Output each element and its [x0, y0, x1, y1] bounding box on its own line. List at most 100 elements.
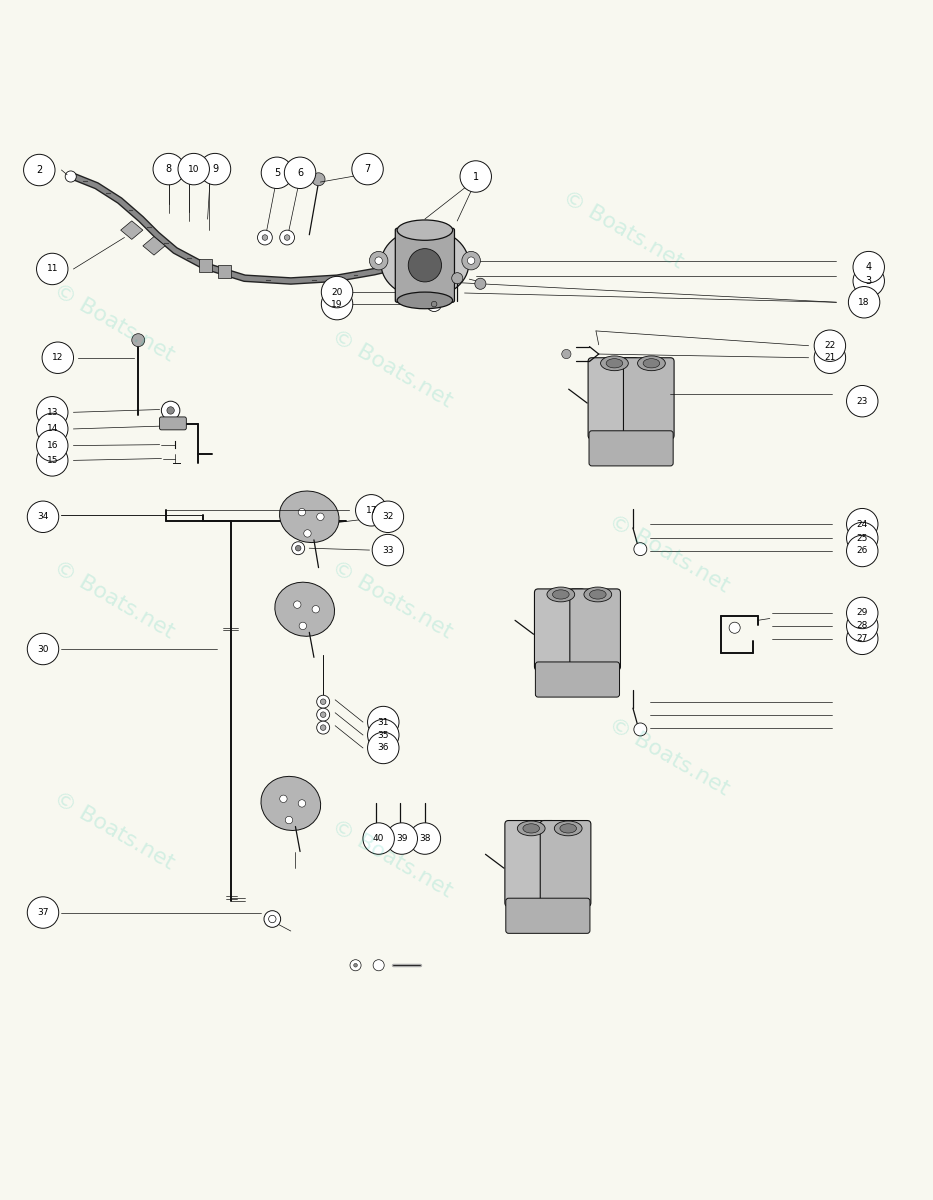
- Text: 18: 18: [858, 298, 870, 307]
- Text: 12: 12: [52, 353, 63, 362]
- Ellipse shape: [601, 356, 628, 371]
- Circle shape: [354, 964, 357, 967]
- Ellipse shape: [397, 292, 453, 308]
- Circle shape: [848, 287, 880, 318]
- Circle shape: [460, 161, 492, 192]
- Circle shape: [280, 230, 295, 245]
- Text: 16: 16: [47, 442, 58, 450]
- Circle shape: [316, 721, 329, 734]
- Circle shape: [372, 502, 404, 533]
- Ellipse shape: [584, 587, 612, 602]
- Text: 6: 6: [297, 168, 303, 178]
- Text: © Boats.net: © Boats.net: [327, 557, 455, 643]
- Circle shape: [299, 509, 306, 516]
- Text: © Boats.net: © Boats.net: [327, 816, 455, 901]
- Text: 7: 7: [365, 164, 370, 174]
- Text: 15: 15: [47, 456, 58, 464]
- Text: 29: 29: [856, 608, 868, 618]
- Text: 31: 31: [378, 718, 389, 726]
- Circle shape: [386, 823, 417, 854]
- Circle shape: [846, 623, 878, 654]
- Circle shape: [261, 157, 293, 188]
- Text: 4: 4: [866, 262, 871, 272]
- FancyBboxPatch shape: [535, 589, 585, 671]
- FancyBboxPatch shape: [570, 589, 620, 671]
- Circle shape: [316, 514, 324, 521]
- Text: 13: 13: [47, 408, 58, 416]
- Circle shape: [36, 396, 68, 428]
- Circle shape: [475, 278, 486, 289]
- Circle shape: [312, 606, 319, 613]
- Text: 24: 24: [856, 520, 868, 529]
- Circle shape: [262, 235, 268, 240]
- Text: 25: 25: [856, 534, 868, 542]
- Ellipse shape: [637, 356, 665, 371]
- Text: 34: 34: [37, 512, 49, 521]
- Circle shape: [467, 257, 475, 264]
- Text: 23: 23: [856, 397, 868, 406]
- Circle shape: [853, 265, 884, 296]
- Ellipse shape: [280, 491, 339, 542]
- Text: 26: 26: [856, 546, 868, 556]
- Text: 30: 30: [37, 644, 49, 654]
- Circle shape: [815, 330, 845, 361]
- Circle shape: [363, 823, 395, 854]
- Circle shape: [321, 288, 353, 320]
- Text: 22: 22: [824, 341, 836, 350]
- Text: 3: 3: [866, 276, 871, 286]
- Text: 33: 33: [383, 546, 394, 554]
- Text: 39: 39: [396, 834, 408, 844]
- Circle shape: [285, 157, 315, 188]
- Circle shape: [167, 407, 174, 414]
- Circle shape: [42, 342, 74, 373]
- FancyBboxPatch shape: [536, 662, 620, 697]
- Circle shape: [846, 535, 878, 566]
- Circle shape: [36, 413, 68, 445]
- Circle shape: [280, 796, 287, 803]
- Circle shape: [27, 896, 59, 929]
- Circle shape: [299, 799, 306, 808]
- Ellipse shape: [590, 590, 606, 599]
- Circle shape: [200, 154, 230, 185]
- Text: 32: 32: [383, 512, 394, 521]
- Circle shape: [312, 173, 325, 186]
- Circle shape: [294, 601, 301, 608]
- Circle shape: [368, 719, 399, 751]
- Circle shape: [368, 732, 399, 763]
- FancyBboxPatch shape: [505, 821, 555, 906]
- Circle shape: [373, 960, 384, 971]
- Circle shape: [27, 502, 59, 533]
- Text: 38: 38: [419, 834, 431, 844]
- Text: 14: 14: [47, 425, 58, 433]
- Circle shape: [132, 334, 145, 347]
- Ellipse shape: [552, 590, 569, 599]
- Circle shape: [853, 252, 884, 283]
- Ellipse shape: [261, 776, 321, 830]
- Circle shape: [320, 712, 326, 718]
- Text: © Boats.net: © Boats.net: [50, 557, 178, 643]
- Ellipse shape: [275, 582, 335, 636]
- Circle shape: [65, 170, 77, 182]
- Circle shape: [269, 916, 276, 923]
- Circle shape: [846, 522, 878, 553]
- Ellipse shape: [547, 587, 575, 602]
- Polygon shape: [120, 221, 143, 239]
- Circle shape: [452, 272, 463, 283]
- Circle shape: [36, 445, 68, 476]
- Ellipse shape: [397, 220, 453, 240]
- Circle shape: [161, 401, 180, 420]
- Circle shape: [846, 598, 878, 629]
- Polygon shape: [143, 236, 165, 256]
- Text: 28: 28: [856, 622, 868, 630]
- Ellipse shape: [518, 821, 545, 835]
- Polygon shape: [217, 265, 230, 278]
- FancyBboxPatch shape: [623, 358, 674, 439]
- FancyBboxPatch shape: [396, 228, 454, 302]
- FancyBboxPatch shape: [540, 821, 591, 906]
- Circle shape: [375, 257, 383, 264]
- Circle shape: [285, 235, 290, 240]
- Circle shape: [27, 634, 59, 665]
- Text: 20: 20: [331, 288, 342, 296]
- Ellipse shape: [643, 359, 660, 368]
- Circle shape: [562, 349, 571, 359]
